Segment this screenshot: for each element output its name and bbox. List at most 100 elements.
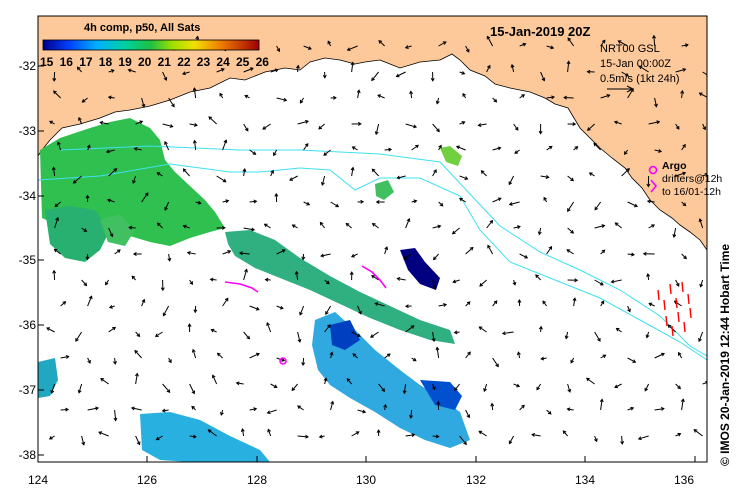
current-vector-head	[705, 380, 707, 385]
current-vector-head	[345, 222, 350, 227]
current-vector	[486, 65, 491, 73]
current-vector-head	[299, 99, 304, 104]
current-vector-head	[83, 282, 88, 287]
current-vector-head	[478, 430, 483, 435]
current-vector-head	[330, 400, 335, 405]
current-vector-head	[297, 338, 302, 343]
current-vector	[276, 249, 286, 255]
current-vector-head	[106, 198, 111, 203]
drifter-arrow	[689, 307, 692, 319]
current-vector	[243, 67, 254, 73]
current-vector-head	[458, 197, 463, 202]
current-vector-head	[299, 311, 303, 316]
current-vector-head	[350, 253, 355, 258]
credit-text: © IMOS 20-Jan-2019 12:44 Hobart Time	[718, 243, 732, 466]
current-vector-head	[54, 203, 59, 208]
current-vector-head	[105, 149, 110, 154]
colorbar-tick-label: 21	[157, 55, 171, 69]
current-vector	[54, 217, 59, 229]
current-vector	[621, 71, 629, 77]
current-vector	[479, 326, 487, 333]
current-vector	[51, 383, 56, 394]
argo-floats	[224, 265, 387, 365]
current-vector	[627, 201, 638, 207]
current-vector-head	[375, 200, 380, 204]
current-vector	[131, 407, 142, 411]
current-vector-head	[713, 357, 716, 360]
current-vector-head	[712, 48, 715, 51]
current-vector-head	[626, 168, 630, 172]
current-vector	[519, 253, 528, 259]
current-vector	[478, 430, 487, 437]
current-vector	[321, 175, 326, 186]
current-vector	[330, 201, 339, 208]
current-vector-head	[85, 194, 90, 199]
current-vector-head	[597, 338, 601, 342]
current-vector-head	[127, 68, 132, 73]
current-vector-head	[646, 199, 651, 204]
current-vector	[164, 201, 170, 211]
current-vector-head	[648, 302, 653, 307]
current-vector	[249, 149, 256, 155]
current-vector	[134, 147, 142, 151]
current-vector	[487, 245, 494, 255]
current-vector-head	[81, 441, 86, 446]
current-vector-head	[357, 333, 361, 338]
current-vector	[276, 305, 284, 310]
current-vector-head	[85, 256, 90, 261]
current-vector	[647, 273, 650, 281]
current-vector	[535, 274, 541, 281]
current-vector	[699, 218, 704, 229]
current-vector	[302, 357, 305, 366]
current-vector	[77, 66, 82, 73]
current-vector-head	[512, 281, 517, 286]
current-vector-head	[307, 46, 312, 50]
current-vector-head	[438, 144, 442, 149]
current-vector	[299, 97, 305, 104]
current-vector	[653, 35, 656, 47]
current-vector-head	[383, 403, 388, 408]
current-vector-head	[186, 251, 191, 255]
current-vector-head	[613, 120, 618, 125]
current-vector	[193, 88, 197, 99]
x-tick-label: 136	[673, 473, 695, 487]
colorbar-tick-label: 23	[196, 55, 211, 69]
current-vector-head	[516, 351, 521, 356]
current-vector-head	[634, 203, 638, 208]
current-vector	[702, 71, 707, 76]
colorbar-tick-label: 20	[138, 55, 152, 69]
current-vector-head	[155, 436, 160, 441]
argo-legend-marker	[648, 165, 658, 193]
current-vector-head	[112, 326, 116, 331]
current-vector-head	[656, 120, 661, 125]
current-vector	[648, 121, 660, 125]
current-vector	[108, 168, 117, 177]
nrt-source: NRT00 GSL	[600, 43, 660, 55]
current-vector-head	[65, 355, 70, 359]
current-vector-head	[323, 377, 328, 382]
current-vector-head	[453, 330, 458, 335]
current-vector	[378, 383, 385, 392]
current-vector-head	[627, 308, 631, 313]
current-vector	[621, 435, 623, 444]
current-vector	[189, 123, 198, 126]
y-tick-label: -38	[18, 448, 36, 462]
current-vector	[82, 97, 88, 103]
current-vector	[513, 383, 520, 387]
current-vector-head	[253, 199, 258, 204]
current-vector	[262, 123, 271, 130]
current-vector-head	[566, 407, 571, 412]
current-vector-head	[371, 77, 375, 82]
current-vector-head	[410, 325, 415, 329]
current-vector-head	[637, 436, 642, 441]
current-vector-head	[497, 146, 502, 151]
current-vector	[647, 200, 655, 203]
current-vector	[330, 401, 334, 411]
current-vector-head	[110, 69, 115, 73]
current-vector-head	[192, 87, 197, 92]
current-vector	[648, 224, 655, 229]
current-vector	[352, 146, 358, 151]
current-vector	[546, 246, 552, 255]
current-vector-head	[466, 414, 471, 419]
current-vector-head	[291, 387, 296, 392]
